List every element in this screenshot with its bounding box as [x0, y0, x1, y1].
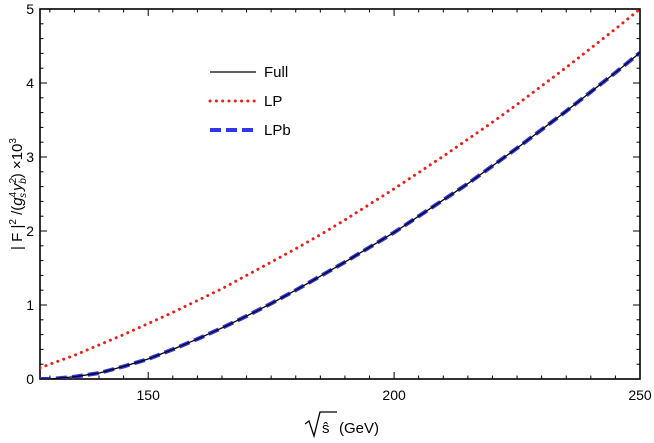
series-line-lp	[40, 9, 640, 370]
legend-label-full: Full	[264, 64, 288, 81]
x-axis-label: ŝ (GeV)	[304, 411, 379, 439]
y-tick-label: 4	[26, 75, 34, 91]
plot-frame	[39, 8, 641, 380]
y-tick-label: 5	[26, 1, 34, 17]
x-tick-label: 200	[382, 387, 406, 403]
x-tick-label: 150	[137, 387, 161, 403]
series-group	[40, 9, 640, 379]
y-tick-label: 2	[26, 223, 34, 239]
y-axis-label: | F |2 /(g4sy2b) ×103	[8, 138, 29, 250]
y-tick-label: 1	[26, 297, 34, 313]
x-axis-unit: (GeV)	[339, 420, 379, 437]
series-line-full	[40, 52, 640, 379]
axis-ticks: 150 200 250 0 1 2 3 4 5	[26, 1, 652, 403]
series-line-lpb	[40, 51, 640, 379]
legend: Full LP LPb	[208, 64, 291, 139]
legend-label-lp: LP	[264, 93, 282, 110]
y-tick-label: 3	[26, 149, 34, 165]
sqrt-sign-icon	[304, 411, 337, 439]
x-axis-symbol: ŝ	[322, 420, 330, 437]
y-tick-label: 0	[26, 371, 34, 387]
legend-label-lpb: LPb	[264, 122, 291, 139]
x-tick-label: 250	[628, 387, 652, 403]
